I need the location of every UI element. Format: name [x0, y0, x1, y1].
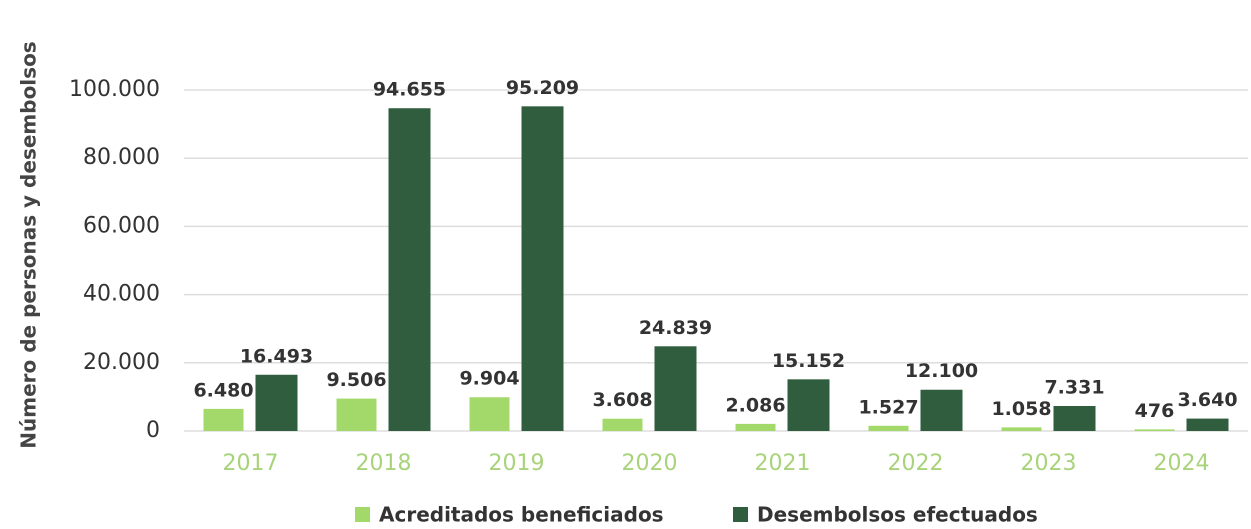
value-label: 95.209 — [506, 77, 579, 99]
bar — [469, 397, 510, 431]
y-tick-label: 100.000 — [69, 77, 160, 102]
y-tick-label: 0 — [146, 418, 160, 443]
value-label: 1.527 — [858, 396, 918, 418]
bar — [1186, 418, 1229, 431]
y-tick-label: 40.000 — [83, 282, 160, 307]
legend-swatch — [733, 507, 748, 522]
value-label: 6.480 — [193, 379, 253, 401]
bar — [255, 374, 298, 431]
bar — [654, 346, 697, 431]
bar — [787, 379, 830, 431]
y-tick-label: 20.000 — [83, 350, 160, 375]
bar — [920, 389, 963, 431]
value-label: 16.493 — [240, 345, 313, 367]
x-tick-label: 2022 — [888, 451, 944, 476]
bar — [336, 398, 377, 431]
value-label: 15.152 — [772, 350, 845, 372]
bar — [1053, 406, 1096, 431]
value-label: 2.086 — [725, 394, 785, 416]
bar — [868, 425, 909, 431]
x-tick-label: 2024 — [1154, 451, 1210, 476]
value-label: 9.506 — [326, 369, 386, 391]
x-tick-label: 2021 — [755, 451, 811, 476]
value-label: 1.058 — [991, 398, 1051, 420]
bar — [735, 423, 776, 431]
value-label: 3.608 — [592, 389, 652, 411]
x-tick-label: 2018 — [356, 451, 412, 476]
value-label: 9.904 — [459, 368, 519, 390]
x-tick-label: 2023 — [1021, 451, 1077, 476]
x-tick-label: 2019 — [489, 451, 545, 476]
value-label: 7.331 — [1044, 377, 1104, 399]
value-label: 24.839 — [639, 317, 712, 339]
y-tick-label: 60.000 — [83, 213, 160, 238]
bar — [1001, 427, 1042, 431]
value-label: 94.655 — [373, 79, 446, 101]
y-axis-label: Número de personas y desembolsos — [17, 41, 41, 448]
legend-swatch — [355, 507, 370, 522]
value-label: 3.640 — [1177, 389, 1237, 411]
bar — [521, 106, 564, 431]
legend-label: Acreditados beneficiados — [379, 503, 664, 526]
x-tick-label: 2020 — [622, 451, 678, 476]
value-label: 476 — [1135, 400, 1175, 422]
y-tick-label: 80.000 — [83, 145, 160, 170]
bar — [388, 108, 431, 432]
x-tick-label: 2017 — [223, 451, 279, 476]
value-label: 12.100 — [905, 360, 978, 382]
bar — [602, 418, 643, 431]
bar — [203, 408, 244, 431]
bar — [1134, 429, 1175, 431]
legend-label: Desembolsos efectuados — [757, 503, 1038, 526]
